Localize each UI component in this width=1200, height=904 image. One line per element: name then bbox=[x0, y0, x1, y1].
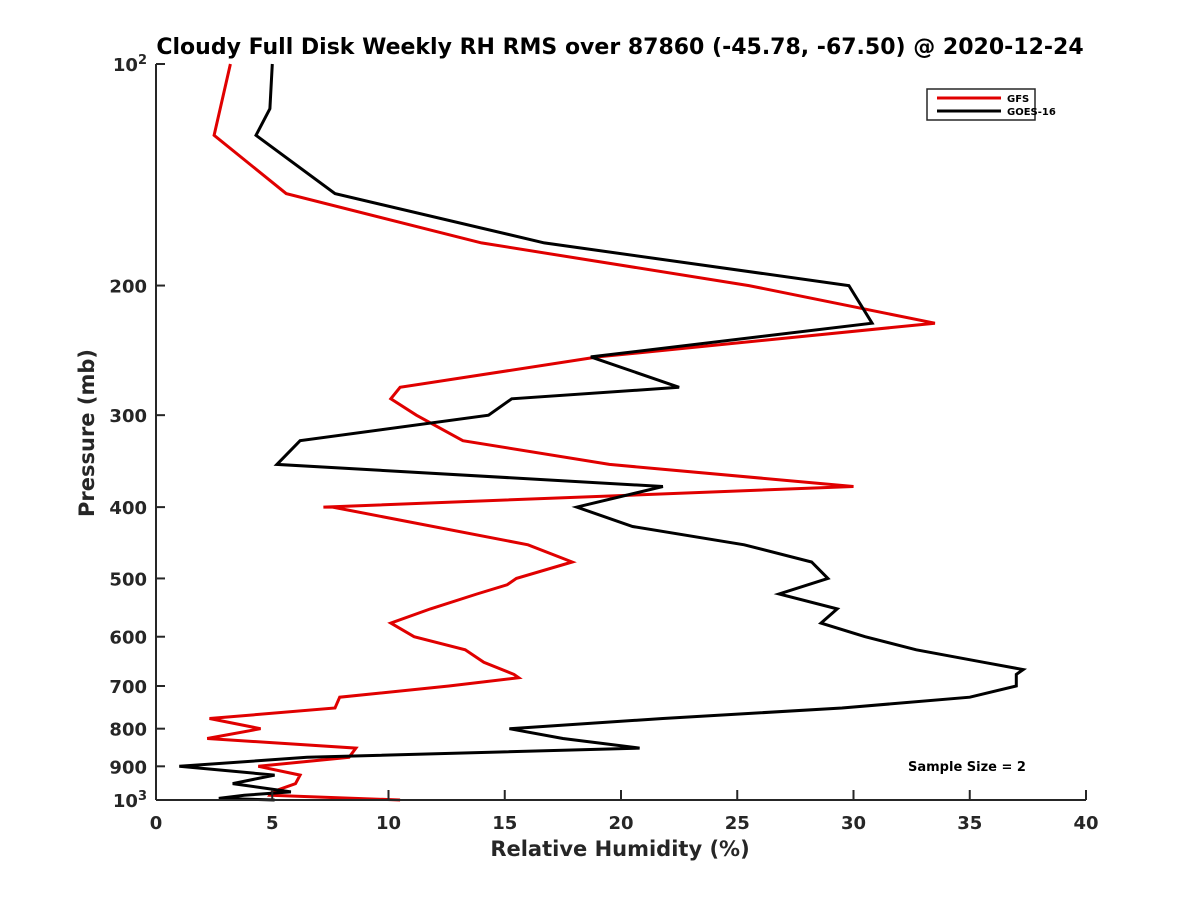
plot-area bbox=[179, 63, 1028, 802]
x-tick-label: 40 bbox=[1073, 813, 1098, 834]
series-line-gfs bbox=[206, 63, 936, 802]
x-tick-label: 15 bbox=[492, 813, 517, 834]
y-tick-label: 102 bbox=[113, 53, 147, 76]
x-tick-label: 10 bbox=[376, 813, 401, 834]
legend-label: GOES-16 bbox=[1007, 107, 1056, 118]
chart-title: Cloudy Full Disk Weekly RH RMS over 8786… bbox=[156, 35, 1083, 60]
y-axis-label: Pressure (mb) bbox=[75, 349, 99, 517]
x-tick-label: 30 bbox=[841, 813, 866, 834]
legend-box bbox=[926, 88, 1036, 121]
x-tick-label: 35 bbox=[957, 813, 982, 834]
y-tick-label: 600 bbox=[109, 628, 147, 649]
series-line-goes-16 bbox=[179, 63, 1028, 802]
y-tick-label: 700 bbox=[109, 677, 147, 698]
sample-size-annotation: Sample Size = 2 bbox=[908, 760, 1026, 775]
y-tick-label: 300 bbox=[109, 406, 147, 427]
y-tick-label: 200 bbox=[109, 277, 147, 298]
x-tick-label: 5 bbox=[266, 813, 279, 834]
y-tick-label: 400 bbox=[109, 498, 147, 519]
y-tick-label: 500 bbox=[109, 569, 147, 590]
x-tick-label: 20 bbox=[608, 813, 633, 834]
legend: GFS GOES-16 bbox=[926, 88, 1056, 121]
x-tick-label: 25 bbox=[725, 813, 750, 834]
y-tick-label: 900 bbox=[109, 757, 147, 778]
x-ticks: 0 5 10 15 20 25 30 35 40 bbox=[150, 790, 1099, 834]
legend-label: GFS bbox=[1007, 94, 1029, 105]
x-tick-label: 0 bbox=[150, 813, 163, 834]
x-axis-label: Relative Humidity (%) bbox=[490, 837, 749, 861]
y-ticks: 102 200 300 400 500 600 700 800 900 103 bbox=[109, 53, 165, 812]
y-tick-label: 800 bbox=[109, 720, 147, 741]
y-tick-label: 103 bbox=[113, 789, 147, 812]
